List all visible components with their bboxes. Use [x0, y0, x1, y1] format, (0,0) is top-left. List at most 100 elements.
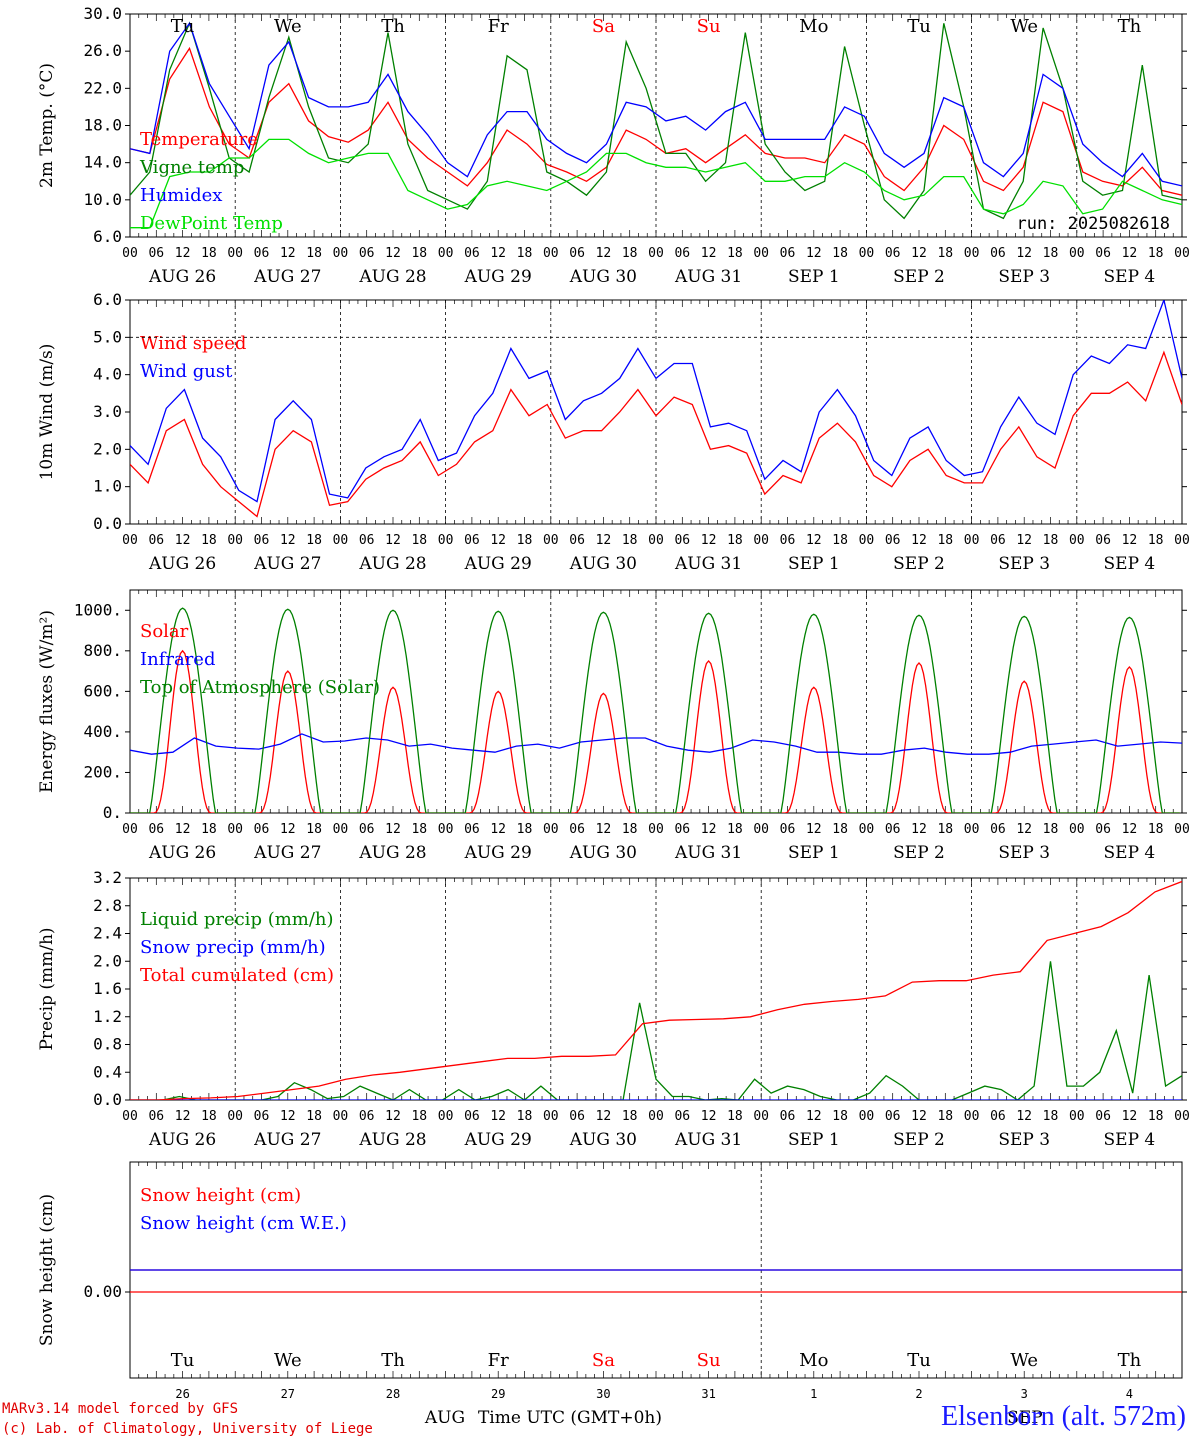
hour-label: 12 [596, 1109, 612, 1124]
date-label: AUG 28 [358, 554, 426, 574]
weekday-label: Su [697, 16, 721, 37]
hour-label: 06 [359, 246, 375, 261]
y-tick-label: 400. [83, 722, 122, 741]
x-axis-label: Time UTC (GMT+0h) [478, 1408, 662, 1428]
hour-label: 12 [490, 822, 506, 837]
hour-label: 06 [885, 1109, 901, 1124]
hour-label: 18 [937, 246, 953, 261]
date-label: SEP 2 [893, 267, 945, 287]
hour-label: 12 [1016, 822, 1032, 837]
hour-label: 00 [543, 1109, 559, 1124]
date-label: SEP 2 [893, 843, 945, 863]
hour-label: 00 [753, 1109, 769, 1124]
hour-label: 00 [122, 246, 138, 261]
y-tick-label: 6.0 [93, 227, 122, 246]
date-label: AUG 29 [464, 1130, 532, 1150]
day-number-label: 30 [596, 1387, 610, 1401]
hour-label: 18 [517, 822, 533, 837]
hour-label: 18 [411, 1109, 427, 1124]
hour-label: 00 [333, 246, 349, 261]
date-label: SEP 1 [788, 267, 840, 287]
hour-label: 00 [543, 533, 559, 548]
legend-entry: Liquid precip (mm/h) [140, 909, 334, 930]
hour-label: 18 [201, 533, 217, 548]
hour-label: 12 [490, 533, 506, 548]
legend-entry: Vigne temp [139, 157, 244, 178]
y-tick-label: 0.0 [93, 514, 122, 533]
weekday-label: Tu [171, 1350, 195, 1371]
weekday-label: Sa [592, 1350, 615, 1371]
y-axis-label: 10m Wind (m/s) [37, 344, 57, 481]
hour-label: 18 [1148, 533, 1164, 548]
hour-label: 18 [622, 822, 638, 837]
hour-label: 18 [832, 246, 848, 261]
hour-label: 18 [1043, 246, 1059, 261]
date-label: SEP 3 [998, 267, 1050, 287]
y-tick-label: 0.0 [93, 1090, 122, 1109]
y-tick-label: 200. [83, 762, 122, 781]
weekday-label: We [274, 16, 302, 37]
hour-label: 00 [122, 533, 138, 548]
hour-label: 06 [674, 533, 690, 548]
hour-label: 12 [596, 822, 612, 837]
legend-entry: Infrared [140, 649, 215, 670]
hour-label: 18 [727, 246, 743, 261]
weekday-label: Fr [488, 1350, 509, 1371]
y-tick-label: 10.0 [83, 190, 122, 209]
hour-label: 18 [937, 533, 953, 548]
hour-label: 06 [780, 822, 796, 837]
hour-label: 06 [674, 1109, 690, 1124]
weekday-label: Sa [592, 16, 615, 37]
hour-label: 12 [1122, 533, 1138, 548]
hour-label: 18 [1148, 1109, 1164, 1124]
hour-label: 06 [674, 822, 690, 837]
hour-label: 00 [227, 533, 243, 548]
day-number-label: 28 [386, 1387, 400, 1401]
y-tick-label: 0.00 [83, 1282, 122, 1301]
hour-label: 00 [859, 533, 875, 548]
y-tick-label: 0.4 [93, 1062, 122, 1081]
hour-label: 12 [490, 246, 506, 261]
y-tick-label: 0.8 [93, 1035, 122, 1054]
series-line-2 [130, 300, 1182, 503]
hour-label: 00 [227, 246, 243, 261]
hour-label: 12 [1016, 1109, 1032, 1124]
legend-entry: Top of Atmosphere (Solar) [140, 677, 380, 698]
hour-label: 06 [148, 1109, 164, 1124]
date-label: SEP 1 [788, 843, 840, 863]
day-number-label: 27 [281, 1387, 295, 1401]
hour-label: 00 [753, 246, 769, 261]
weekday-label: Tu [171, 16, 195, 37]
hour-label: 00 [333, 533, 349, 548]
hour-label: 18 [1043, 533, 1059, 548]
series-line-4 [130, 138, 1182, 229]
hour-label: 06 [569, 1109, 585, 1124]
hour-label: 06 [990, 533, 1006, 548]
hour-label: 18 [832, 822, 848, 837]
legend-entry: Wind gust [140, 361, 233, 382]
y-tick-label: 1000. [74, 600, 122, 619]
date-label: SEP 4 [1104, 554, 1156, 574]
legend-entry: DewPoint Temp [140, 213, 283, 234]
hour-label: 06 [1095, 533, 1111, 548]
hour-label: 12 [911, 822, 927, 837]
y-tick-label: 1.0 [93, 477, 122, 496]
legend-entry: Temperature [140, 129, 258, 150]
hour-label: 00 [1174, 822, 1190, 837]
hour-label: 00 [648, 246, 664, 261]
hour-label: 00 [753, 822, 769, 837]
hour-label: 00 [859, 246, 875, 261]
y-axis-label: Energy fluxes (W/m²) [37, 610, 57, 793]
hour-label: 12 [175, 533, 191, 548]
date-label: AUG 26 [148, 1130, 216, 1150]
hour-label: 18 [937, 1109, 953, 1124]
hour-label: 06 [885, 533, 901, 548]
hour-label: 18 [1148, 822, 1164, 837]
hour-label: 06 [885, 822, 901, 837]
hour-label: 12 [280, 533, 296, 548]
hour-label: 12 [701, 822, 717, 837]
date-label: SEP 4 [1104, 1130, 1156, 1150]
hour-label: 00 [964, 246, 980, 261]
legend-entry: Snow height (cm) [140, 1185, 301, 1206]
date-label: SEP 4 [1104, 843, 1156, 863]
